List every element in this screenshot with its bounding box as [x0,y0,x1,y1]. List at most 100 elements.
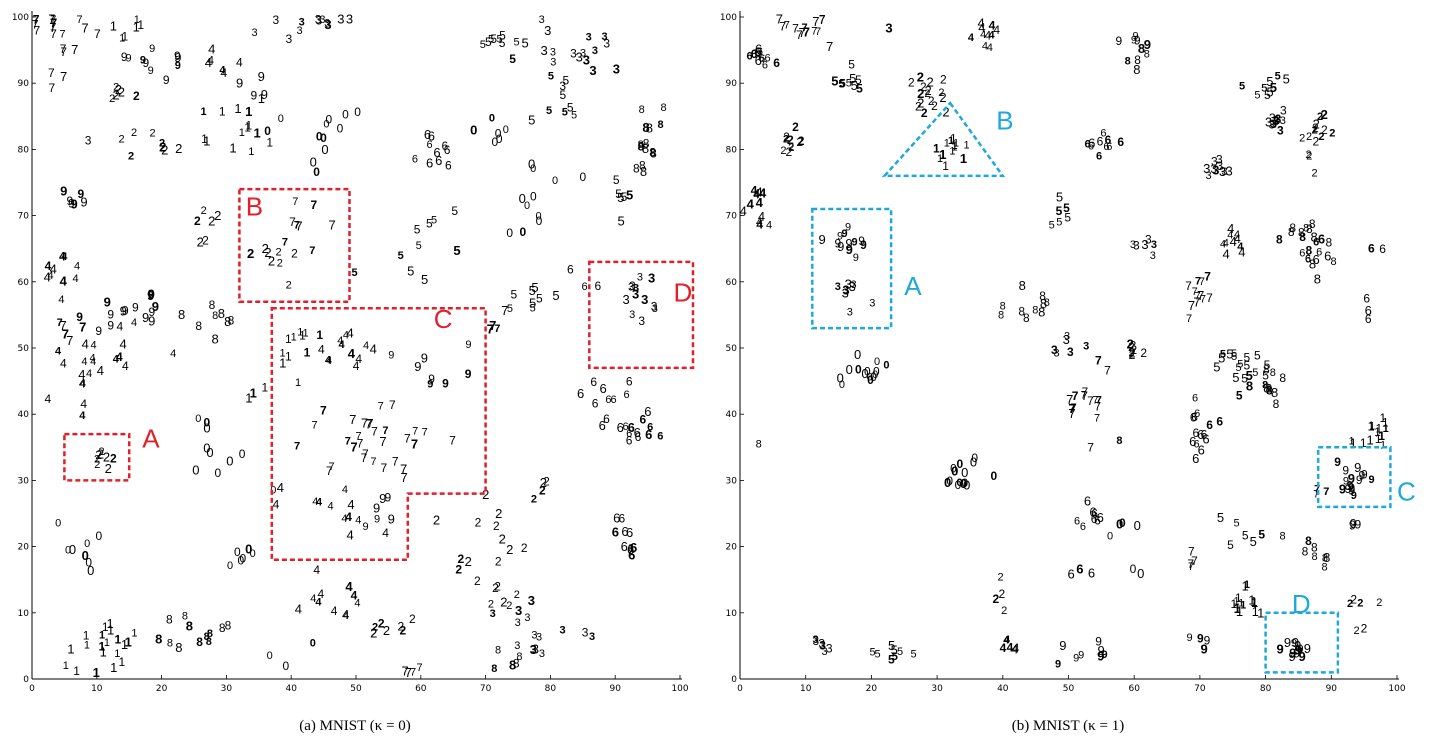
digit-point: 2 [539,483,546,497]
digit-point: 6 [759,53,765,65]
digit-point: 0 [320,131,327,145]
digit-point: 9 [1284,635,1291,650]
digit-point: 0 [503,124,509,136]
digit-point: 2 [506,542,513,557]
digit-point: 3 [602,31,608,43]
digit-point: 4 [1220,239,1226,251]
digit-point: 1 [248,146,254,158]
digit-point: 8 [166,613,173,627]
digit-point: 5 [529,295,536,310]
digit-point: 5 [529,283,536,298]
digit-point: 9 [174,50,181,65]
digit-point: 3 [539,14,545,26]
digit-point: 3 [544,23,551,38]
digit-point: 1 [933,141,940,155]
digit-point: 1 [84,640,90,652]
digit-point: 5 [1244,359,1251,373]
digit-point: 5 [513,36,519,48]
region-a-label: A [142,423,160,453]
digit-point: 6 [612,525,619,540]
digit-point: 1 [110,19,117,34]
digit-point: 7 [81,21,88,36]
digit-point: 4 [988,30,995,42]
digit-point: 5 [421,272,428,287]
digit-point: 7 [382,425,388,437]
digit-point: 6 [1076,562,1083,577]
digit-point: 4 [80,378,86,390]
digit-point: 3 [632,286,639,301]
digit-point: 5 [1213,360,1220,375]
digit-point: 7 [1323,486,1329,498]
digit-point: 7 [355,431,361,443]
digit-point: 3 [1212,163,1219,178]
digit-point: 1 [279,355,286,370]
digit-point: 1 [261,381,268,395]
digit-point: 8 [1125,56,1131,68]
digit-point: 0 [326,112,333,126]
digit-point: 4 [273,498,280,512]
digit-point: 0 [951,464,958,479]
digit-point: 2 [398,620,405,634]
y-tick-label: 10 [18,609,30,619]
digit-point: 6 [1197,427,1204,442]
digit-point: 7 [79,319,86,334]
digit-point: 5 [431,215,437,227]
digit-point: 5 [480,39,486,51]
digit-point: 7 [798,25,805,40]
digit-point: 2 [291,246,298,260]
digit-point: 7 [60,42,67,56]
digit-point: 0 [970,454,977,469]
digit-point: 6 [623,389,629,401]
digit-point: 2 [788,141,794,153]
digit-point: 0 [883,359,889,371]
digit-point: 6 [621,539,628,554]
digit-point: 3 [589,63,596,78]
digit-point: 7 [1185,279,1192,293]
digit-point: 9 [837,239,844,254]
digit-point: 4 [58,294,64,306]
digit-point: 1 [245,119,252,133]
digit-point: 9 [132,301,139,315]
digit-point: 5 [531,280,538,295]
digit-point: 8 [1263,381,1270,396]
digit-point: 1 [937,153,943,165]
digit-point: 0 [82,548,89,563]
digit-point: 3 [813,634,820,648]
digit-point: 8 [1266,383,1273,397]
digit-point: 2 [495,506,502,521]
digit-point: 3 [869,297,875,309]
digit-point: 9 [858,234,865,248]
digit-point: 9 [835,236,842,250]
digit-point: 8 [1322,553,1328,565]
digit-point: 7 [1206,291,1213,305]
digit-point: 6 [755,45,762,59]
digit-point: 7 [345,435,351,447]
digit-point: 7 [389,398,396,412]
digit-point: 4 [337,335,343,347]
digit-point: 5 [509,52,516,66]
digit-point: 6 [567,263,574,277]
digit-point: 3 [550,47,556,59]
digit-point: 8 [1306,222,1313,236]
digit-point: 7 [801,22,807,34]
digit-point: 6 [1312,252,1319,267]
digit-point: 0 [528,157,535,172]
digit-point: 7 [48,66,55,80]
digit-point: 5 [453,243,460,258]
digit-point: 9 [104,295,111,310]
digit-point: 4 [81,356,87,368]
digit-point: 4 [90,340,96,352]
digit-point: 4 [59,249,66,263]
digit-point: 4 [339,339,346,351]
digit-point: 3 [337,12,344,27]
digit-point: 6 [1202,432,1209,447]
x-tick-label: 70 [480,684,492,694]
digit-point: 4 [316,497,323,509]
digit-point: 8 [639,104,645,116]
digit-point: 5 [1226,347,1233,362]
digit-point: 6 [1192,393,1198,405]
digit-point: 6 [590,375,597,389]
digit-point: 8 [224,314,231,329]
